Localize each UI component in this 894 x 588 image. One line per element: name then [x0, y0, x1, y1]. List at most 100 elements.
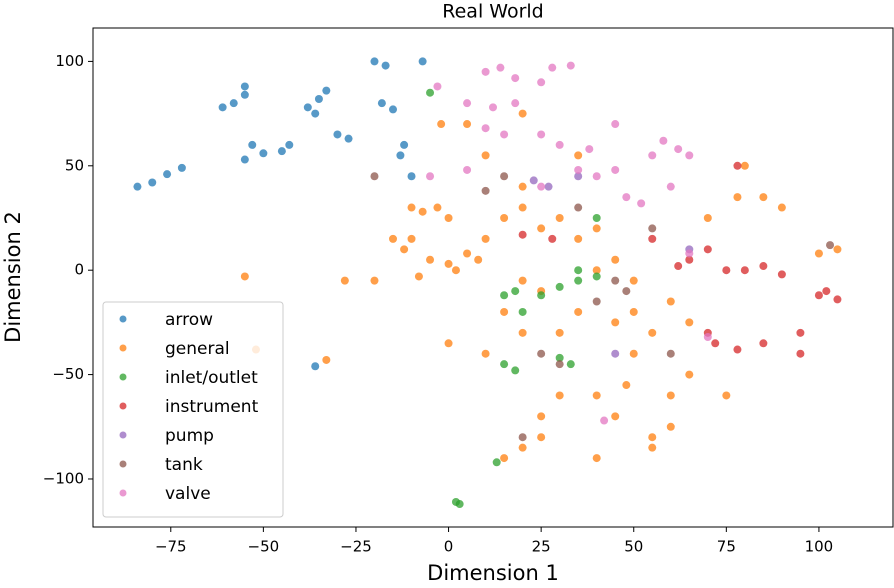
point — [396, 151, 405, 160]
point — [259, 149, 268, 158]
point — [629, 307, 638, 316]
point — [518, 433, 527, 442]
point — [455, 500, 464, 509]
point — [600, 416, 609, 425]
point — [685, 318, 694, 327]
plot-frame — [92, 27, 894, 528]
legend-box — [102, 301, 284, 518]
point — [500, 454, 509, 463]
legend-label: arrow — [165, 310, 213, 330]
point — [574, 266, 583, 275]
point — [407, 234, 416, 243]
point — [555, 282, 564, 291]
y-tick-label: 0 — [74, 261, 84, 279]
point — [537, 224, 546, 233]
point — [629, 276, 638, 285]
point — [666, 422, 675, 431]
point — [611, 276, 620, 285]
point — [500, 307, 509, 316]
point — [574, 165, 583, 174]
point — [666, 297, 675, 306]
point — [822, 287, 831, 296]
point — [426, 255, 435, 264]
point — [489, 103, 497, 112]
point — [511, 99, 520, 108]
point — [703, 333, 712, 342]
point — [685, 255, 694, 264]
point — [566, 360, 575, 369]
point — [555, 328, 564, 337]
point — [511, 74, 520, 83]
point — [685, 249, 694, 258]
legend-label: inlet/outlet — [165, 368, 258, 388]
point — [370, 57, 379, 66]
x-tick-label: 75 — [717, 538, 736, 556]
point — [437, 120, 446, 129]
point — [248, 140, 257, 149]
point — [685, 151, 694, 160]
point — [500, 360, 509, 369]
point — [518, 328, 527, 337]
point — [555, 140, 564, 149]
point — [463, 165, 472, 174]
point — [344, 134, 353, 143]
point — [463, 99, 472, 108]
point — [463, 120, 472, 129]
point — [518, 443, 527, 452]
point — [733, 193, 742, 202]
legend-marker — [119, 373, 127, 381]
point — [451, 266, 460, 275]
x-tick-label: −50 — [248, 538, 280, 556]
point — [574, 307, 583, 316]
point — [777, 270, 786, 279]
point — [400, 140, 409, 149]
y-tick-label: 100 — [55, 52, 84, 70]
point — [481, 234, 490, 243]
point — [703, 245, 712, 254]
point — [418, 207, 427, 216]
legend-label: valve — [165, 484, 211, 504]
point — [622, 381, 631, 390]
point — [592, 172, 601, 181]
point — [674, 262, 683, 271]
point — [322, 86, 331, 95]
point — [407, 172, 416, 181]
point — [759, 262, 768, 271]
point — [592, 391, 601, 400]
point — [555, 353, 564, 362]
point — [592, 297, 601, 306]
point — [322, 355, 331, 364]
point — [500, 172, 509, 181]
point — [426, 88, 435, 97]
point — [611, 318, 620, 327]
point — [474, 255, 483, 264]
point — [548, 234, 557, 243]
point — [511, 366, 520, 375]
point — [340, 276, 349, 285]
point — [685, 370, 694, 379]
point — [518, 276, 527, 285]
point — [637, 199, 646, 208]
point — [537, 130, 546, 139]
point — [285, 140, 294, 149]
point — [833, 295, 842, 304]
point — [796, 328, 805, 337]
point — [389, 105, 397, 114]
point — [722, 266, 731, 275]
point — [574, 172, 583, 181]
point — [303, 103, 312, 112]
point — [814, 291, 823, 300]
point — [463, 249, 472, 258]
point — [377, 99, 386, 108]
point — [163, 170, 172, 179]
point — [240, 272, 249, 281]
point — [648, 443, 657, 452]
point — [433, 203, 442, 212]
point — [555, 391, 564, 400]
point — [759, 339, 768, 348]
point — [240, 90, 249, 99]
point — [733, 345, 742, 354]
point — [537, 291, 546, 300]
point — [433, 82, 442, 91]
